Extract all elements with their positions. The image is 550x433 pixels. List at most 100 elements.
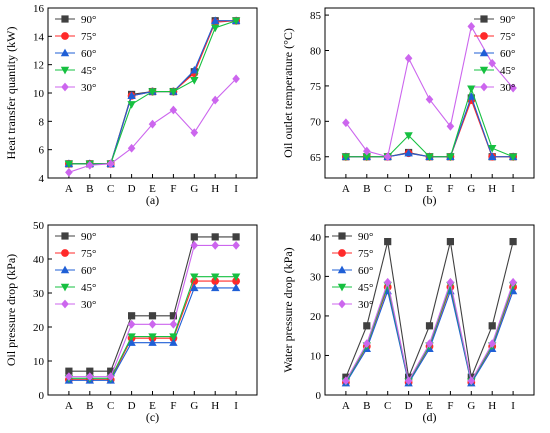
data-point <box>211 16 220 24</box>
y-tick-label: 10 <box>310 350 322 362</box>
data-point <box>404 53 413 63</box>
legend-marker <box>61 299 69 309</box>
legend-label: 45° <box>81 282 96 294</box>
legend-label: 30° <box>81 299 96 311</box>
legend-label: 90° <box>81 231 96 243</box>
x-tick-label: A <box>342 400 350 412</box>
plot-frame <box>47 224 258 396</box>
data-point <box>404 148 413 157</box>
data-point <box>106 372 115 382</box>
legend-marker <box>60 283 70 292</box>
x-tick-label: D <box>128 400 136 412</box>
legend-label: 90° <box>81 14 96 26</box>
x-tick-label: E <box>149 183 156 195</box>
data-point <box>342 376 350 386</box>
data-point <box>169 312 177 320</box>
data-point <box>190 77 199 85</box>
legend-label: 45° <box>358 282 373 294</box>
data-point <box>488 322 496 330</box>
y-tick-label: 65 <box>310 152 322 164</box>
legend-marker <box>337 265 347 274</box>
x-tick-label: E <box>426 400 433 412</box>
data-point <box>231 17 241 26</box>
data-point <box>231 273 241 282</box>
data-point <box>127 338 136 346</box>
data-point <box>341 153 351 162</box>
data-point <box>508 153 518 162</box>
legend-marker <box>61 82 69 92</box>
legend-marker <box>61 15 69 23</box>
x-tick-label: G <box>467 183 475 195</box>
legend-marker <box>480 15 488 23</box>
data-point <box>148 88 157 96</box>
data-point <box>64 160 74 169</box>
x-tick-label: H <box>211 183 219 195</box>
data-point <box>467 22 476 31</box>
legend-marker <box>61 249 69 257</box>
x-tick-label: G <box>190 400 198 412</box>
data-point <box>86 372 94 382</box>
y-tick-label: 8 <box>39 116 45 128</box>
y-axis-label: Oil outlet temperature (°C) <box>281 28 295 158</box>
data-point <box>488 339 496 349</box>
y-tick-label: 14 <box>33 31 45 43</box>
data-point <box>86 160 94 170</box>
x-tick-label: A <box>342 183 350 195</box>
data-point <box>446 277 455 287</box>
data-point <box>383 277 392 287</box>
legend-label: 75° <box>500 31 515 43</box>
x-tick-label: I <box>234 400 238 412</box>
series-line-1 <box>345 98 514 158</box>
panel-caption: (b) <box>423 193 437 207</box>
data-point <box>425 339 434 349</box>
x-tick-label: E <box>149 400 156 412</box>
legend-marker <box>61 232 69 240</box>
data-point <box>211 283 220 292</box>
y-axis-label: Water pressure drop (kPa) <box>281 247 295 372</box>
data-point <box>425 322 434 330</box>
data-point <box>232 277 241 285</box>
legend-label: 60° <box>81 265 96 277</box>
legend-marker <box>338 249 346 257</box>
x-tick-label: D <box>405 400 413 412</box>
x-tick-label: G <box>467 400 475 412</box>
legend-marker <box>480 82 488 92</box>
y-tick-label: 40 <box>310 232 322 244</box>
y-axis-label: Heat transfer quantity (kW) <box>4 27 18 160</box>
x-tick-label: B <box>363 400 370 412</box>
series-line-2 <box>345 94 514 158</box>
data-point <box>127 91 136 100</box>
data-point <box>467 92 476 100</box>
legend-label: 60° <box>500 48 515 60</box>
data-point <box>488 152 497 160</box>
data-point <box>509 238 517 246</box>
data-point <box>509 277 517 287</box>
data-point <box>127 319 136 329</box>
data-point <box>211 277 220 285</box>
x-tick-label: F <box>170 183 176 195</box>
x-tick-label: C <box>107 183 114 195</box>
y-tick-label: 40 <box>33 254 45 266</box>
data-point <box>509 83 517 93</box>
data-point <box>148 338 157 346</box>
data-point <box>342 118 350 128</box>
data-point <box>211 273 220 282</box>
x-tick-label: I <box>511 183 515 195</box>
data-point <box>190 273 199 282</box>
data-point <box>404 132 413 140</box>
x-tick-label: B <box>363 183 370 195</box>
x-tick-label: C <box>107 400 114 412</box>
x-tick-label: D <box>128 183 136 195</box>
y-tick-label: 4 <box>39 173 45 185</box>
y-tick-label: 30 <box>310 271 322 283</box>
y-tick-label: 20 <box>310 311 322 323</box>
y-tick-label: 70 <box>310 116 322 128</box>
data-point <box>232 74 240 84</box>
y-tick-label: 10 <box>33 356 45 368</box>
y-tick-label: 10 <box>33 88 45 100</box>
legend-label: 75° <box>358 248 373 260</box>
data-point <box>363 322 371 330</box>
data-point <box>190 233 198 241</box>
legend-label: 90° <box>358 231 373 243</box>
y-tick-label: 12 <box>33 60 44 72</box>
